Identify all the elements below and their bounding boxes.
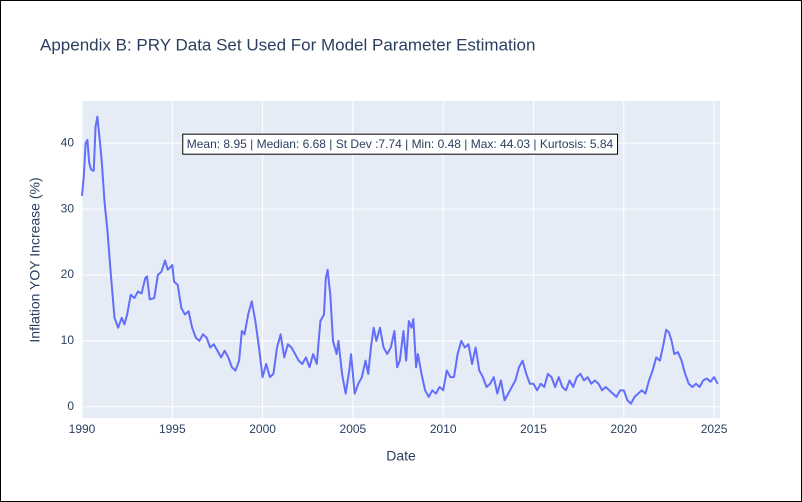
x-tick-label: 2010 — [430, 422, 457, 436]
y-tick-label: 40 — [61, 135, 75, 149]
y-axis-title: Inflation YOY Increase (%) — [27, 177, 43, 342]
x-tick-label: 2000 — [249, 422, 276, 436]
x-tick-label: 2020 — [610, 422, 637, 436]
x-axis-title: Date — [386, 448, 416, 464]
x-tick-label: 2025 — [701, 422, 728, 436]
annotation-box — [182, 133, 619, 155]
data-line — [81, 115, 719, 405]
chart-title: Appendix B: PRY Data Set Used For Model … — [40, 35, 535, 54]
y-tick-label: 30 — [61, 201, 75, 215]
y-tick-label: 20 — [61, 267, 75, 281]
y-tick-label: 10 — [61, 333, 75, 347]
x-tick-label: 1995 — [159, 422, 186, 436]
x-tick-label: 2015 — [520, 422, 547, 436]
annotation: Mean: 8.95 | Median: 6.68 | St Dev :7.74… — [187, 137, 614, 151]
y-tick-label: 0 — [67, 399, 74, 413]
x-tick-label: 2005 — [340, 422, 367, 436]
x-tick-label: 1990 — [69, 422, 96, 436]
